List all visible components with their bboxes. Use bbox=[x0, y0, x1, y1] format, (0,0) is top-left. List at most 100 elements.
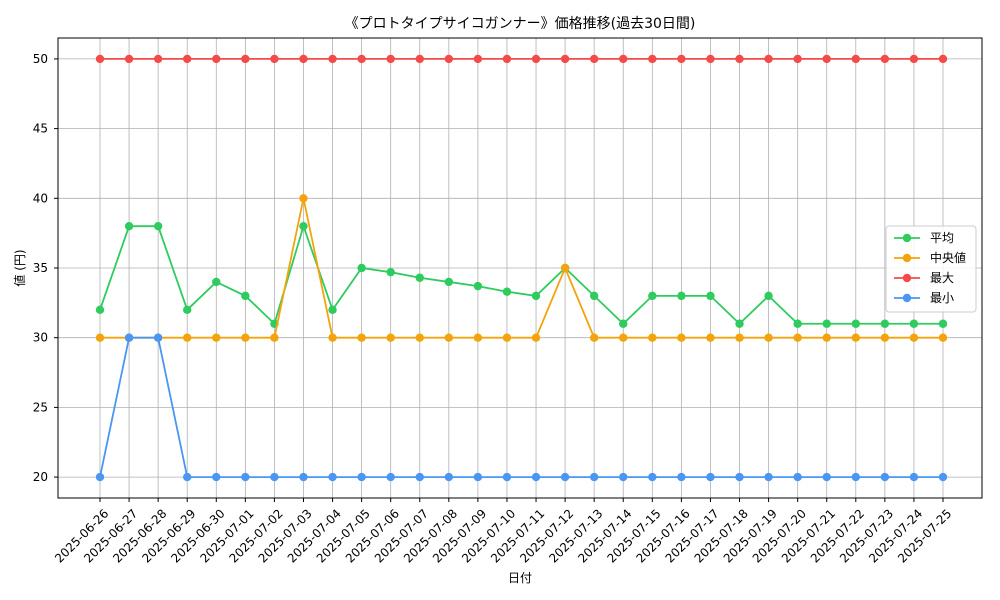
y-tick-label: 50 bbox=[33, 52, 48, 66]
y-axis-label: 値 (円) bbox=[12, 249, 27, 286]
data-point bbox=[386, 333, 395, 342]
data-point bbox=[386, 472, 395, 482]
data-point bbox=[328, 333, 337, 342]
data-point bbox=[589, 333, 599, 342]
data-point bbox=[299, 221, 308, 231]
data-point bbox=[677, 472, 686, 482]
series-line bbox=[100, 198, 943, 339]
data-point bbox=[357, 472, 366, 482]
data-point bbox=[444, 472, 454, 482]
series-3 bbox=[95, 333, 948, 482]
data-point bbox=[502, 54, 512, 64]
data-point bbox=[706, 54, 715, 64]
data-point bbox=[183, 472, 192, 482]
data-point bbox=[531, 333, 541, 342]
series-2 bbox=[95, 54, 948, 64]
series-line bbox=[99, 223, 943, 326]
data-point bbox=[212, 333, 221, 342]
data-point bbox=[241, 333, 250, 342]
data-point bbox=[531, 54, 541, 64]
data-point bbox=[415, 472, 424, 482]
data-point bbox=[619, 54, 628, 64]
data-point bbox=[124, 54, 134, 64]
y-tick-label: 20 bbox=[33, 470, 48, 484]
data-point bbox=[677, 291, 686, 301]
data-point bbox=[822, 472, 831, 482]
data-point bbox=[183, 305, 192, 315]
data-point bbox=[95, 54, 105, 64]
data-point bbox=[183, 54, 192, 64]
data-point bbox=[212, 277, 221, 287]
y-tick-label: 35 bbox=[33, 261, 48, 275]
data-point bbox=[473, 54, 483, 64]
data-point bbox=[153, 221, 163, 231]
data-point bbox=[822, 54, 831, 64]
data-point bbox=[938, 319, 948, 328]
data-point bbox=[793, 333, 802, 342]
legend-swatch-marker bbox=[902, 293, 912, 303]
data-point bbox=[909, 54, 919, 64]
data-point bbox=[95, 333, 105, 342]
data-point bbox=[589, 54, 599, 64]
x-axis-label: 日付 bbox=[508, 571, 532, 585]
data-point bbox=[677, 54, 686, 64]
data-point bbox=[241, 54, 250, 64]
data-point bbox=[357, 54, 366, 64]
data-point bbox=[648, 54, 657, 64]
legend-box bbox=[885, 225, 977, 313]
data-point bbox=[560, 54, 570, 64]
data-point bbox=[648, 472, 657, 482]
data-point bbox=[880, 319, 890, 328]
data-point bbox=[444, 54, 454, 64]
data-point bbox=[706, 291, 715, 301]
data-point bbox=[241, 291, 250, 301]
data-point bbox=[502, 287, 512, 296]
data-point bbox=[851, 54, 860, 64]
data-point bbox=[822, 319, 831, 328]
data-point bbox=[851, 333, 860, 342]
data-point bbox=[706, 333, 715, 342]
legend-label: 最小 bbox=[930, 291, 954, 305]
series-line bbox=[99, 336, 943, 478]
data-point bbox=[415, 273, 424, 282]
data-point bbox=[793, 319, 802, 328]
data-point bbox=[241, 472, 250, 482]
y-tick-label: 40 bbox=[33, 191, 48, 205]
data-point bbox=[270, 472, 279, 482]
data-point bbox=[95, 472, 105, 482]
y-tick-label: 30 bbox=[33, 331, 48, 345]
data-point bbox=[938, 333, 948, 342]
data-point bbox=[328, 472, 337, 482]
data-point bbox=[212, 472, 221, 482]
data-point bbox=[938, 54, 948, 64]
legend-swatch-marker bbox=[902, 253, 912, 263]
data-point bbox=[357, 263, 366, 273]
data-point bbox=[880, 333, 890, 342]
data-point bbox=[124, 333, 134, 342]
legend-swatch-marker bbox=[902, 233, 912, 243]
data-point bbox=[444, 277, 454, 287]
data-point bbox=[212, 54, 221, 64]
data-point bbox=[822, 333, 831, 342]
data-point bbox=[299, 472, 308, 482]
y-tick-label: 45 bbox=[33, 122, 48, 136]
data-point bbox=[938, 472, 948, 482]
data-point bbox=[851, 319, 860, 328]
data-point bbox=[793, 54, 802, 64]
data-point bbox=[560, 472, 570, 482]
data-point bbox=[619, 319, 628, 328]
data-point bbox=[473, 333, 483, 342]
data-point bbox=[357, 333, 366, 342]
data-point bbox=[764, 54, 773, 64]
data-point bbox=[619, 472, 628, 482]
data-point bbox=[648, 291, 657, 301]
data-point bbox=[502, 333, 512, 342]
data-point bbox=[735, 319, 744, 328]
data-point bbox=[502, 472, 512, 482]
data-point bbox=[473, 281, 483, 291]
data-point bbox=[764, 291, 773, 301]
data-point bbox=[386, 54, 395, 64]
data-point bbox=[880, 54, 890, 64]
